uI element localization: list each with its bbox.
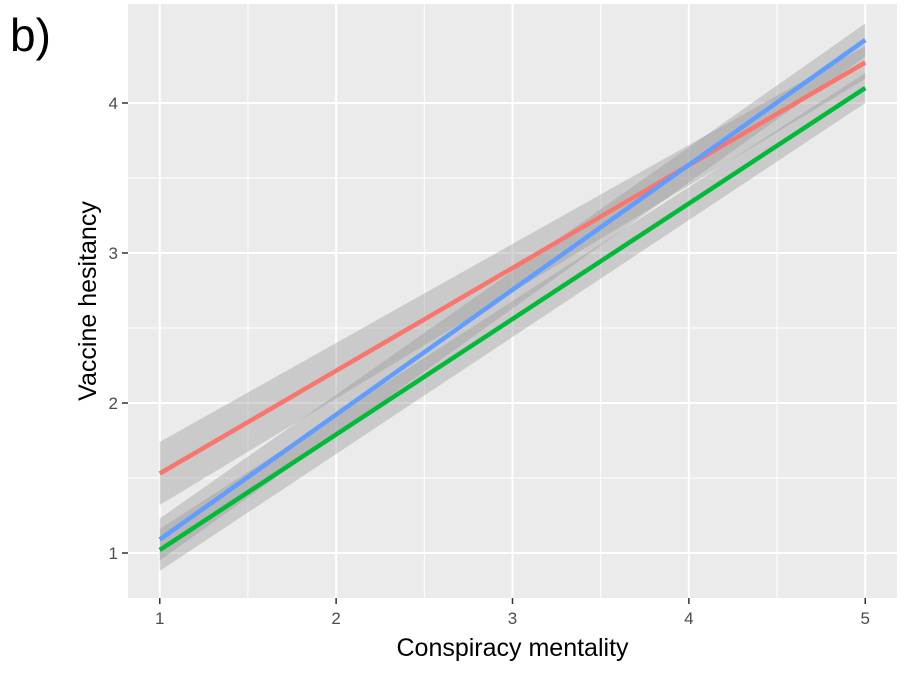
y-tick-label: 4 (109, 94, 118, 113)
x-tick-label: 1 (155, 609, 164, 628)
x-tick-label: 2 (331, 609, 340, 628)
regression-line-2 (158, 86, 867, 552)
y-tick-label: 2 (109, 394, 118, 413)
x-tick-label: 5 (861, 609, 870, 628)
regression-line-3 (158, 38, 867, 542)
x-tick-label: 3 (508, 609, 517, 628)
y-axis-ticks: 1 2 3 4 (109, 94, 128, 563)
regression-line-1 (158, 60, 867, 476)
x-axis-title: Conspiracy mentality (396, 634, 629, 662)
y-axis-title: Vaccine hesitancy (74, 201, 102, 401)
major-gridlines (128, 4, 897, 598)
panel-label: b) (10, 9, 51, 61)
x-axis-ticks: 1 2 3 4 5 (155, 598, 870, 628)
regression-lines (158, 38, 867, 552)
confidence-band-2 (159, 73, 866, 571)
y-tick-label: 1 (109, 544, 118, 563)
y-tick-label: 3 (109, 244, 118, 263)
x-tick-label: 4 (684, 609, 693, 628)
confidence-band-1 (159, 46, 866, 505)
